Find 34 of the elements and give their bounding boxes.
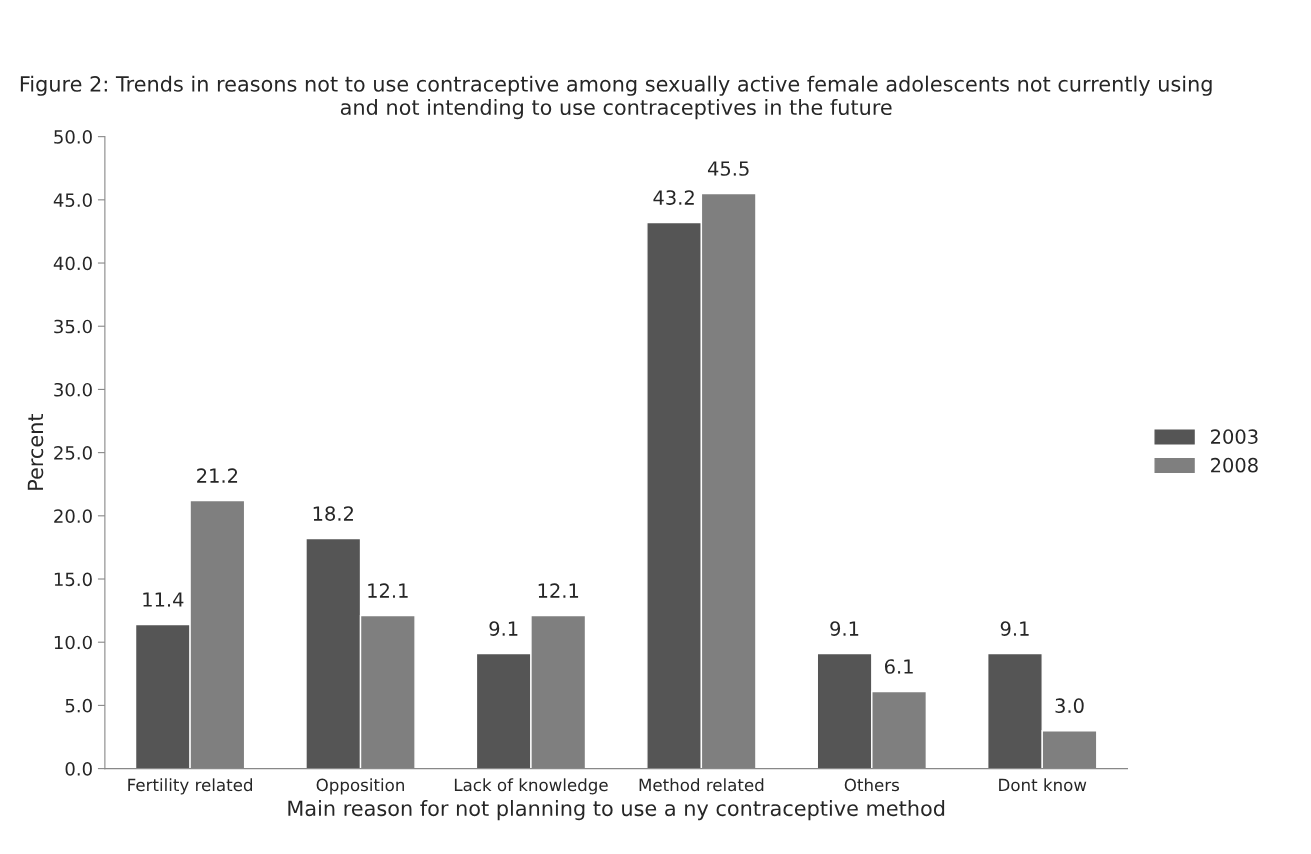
x-tick-label: Lack of knowledge: [454, 778, 608, 795]
y-tick-label: 20.0: [54, 509, 92, 523]
x-tick-label: Others: [844, 778, 899, 792]
y-tick-label: 5.0: [65, 698, 92, 713]
x-tick-label: Dont know: [999, 778, 1087, 792]
legend-label: 2003: [1211, 429, 1258, 444]
chart-title: Figure 2: Trends in reasons not to use contraceptive among sexually active female adolescents not currently using and not intending to use contraceptives in the future: [20, 75, 1212, 120]
data-label: 21.2: [197, 468, 238, 483]
y-tick-label: 15.0: [54, 572, 92, 587]
data-label: 11.4: [143, 592, 184, 607]
data-label: 3.0: [1055, 698, 1084, 714]
data-label: 9.1: [830, 621, 859, 636]
data-label: 18.2: [313, 506, 353, 521]
x-tick-label: Opposition: [316, 778, 404, 795]
data-label: 12.1: [368, 583, 408, 598]
data-label: 45.5: [707, 161, 749, 176]
y-tick-label: 50.0: [54, 130, 92, 144]
y-tick-label: 40.0: [53, 256, 92, 271]
x-tick-label: Fertility related: [128, 778, 252, 795]
data-label: 6.1: [884, 659, 913, 674]
y-tick-label: 35.0: [54, 319, 92, 334]
y-tick-label: 45.0: [53, 193, 92, 207]
data-label: 43.2: [653, 190, 694, 205]
y-tick-label: 25.0: [54, 446, 92, 460]
y-tick-label: 0.0: [65, 762, 92, 776]
data-label: 9.1: [1000, 621, 1029, 636]
y-tick-label: 30.0: [54, 382, 92, 397]
data-label: 12.1: [538, 583, 579, 598]
x-axis-title: Main reason for not planning to use a ny contraceptive method: [288, 800, 945, 821]
y-tick-label: 10.0: [54, 635, 92, 650]
legend-label: 2008: [1211, 457, 1258, 473]
y-axis-title: Percent: [27, 413, 44, 490]
x-tick-label: Method related: [639, 778, 764, 792]
data-label: 9.1: [489, 621, 518, 636]
